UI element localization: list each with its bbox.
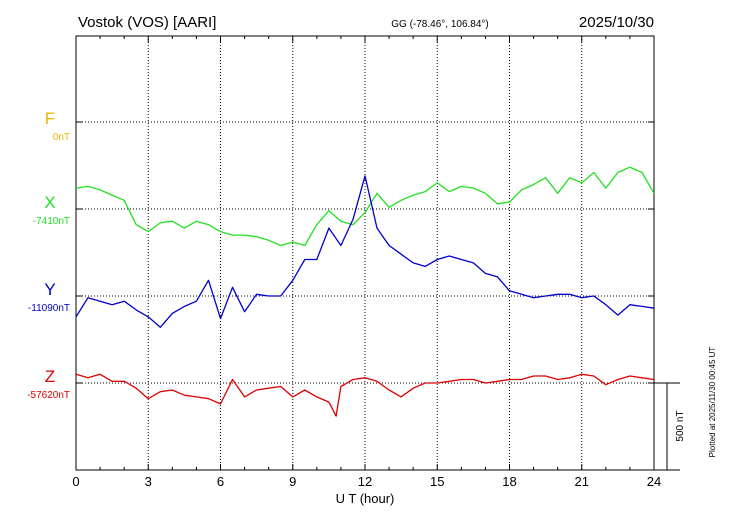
x-axis-label: U T (hour) [336, 491, 395, 506]
series-name-f: F [45, 109, 55, 128]
series-name-x: X [44, 193, 55, 212]
x-tick-label: 9 [289, 474, 296, 489]
series-name-y: Y [44, 280, 55, 299]
plotted-at-note: Plotted at 2025/11/30 00:45 UT [708, 347, 717, 458]
series-baseline-z: -57620nT [27, 390, 70, 401]
x-tick-label: 12 [358, 474, 372, 489]
series-line-x [75, 166, 655, 247]
x-tick-label: 15 [430, 474, 444, 489]
x-tick-label: 18 [502, 474, 516, 489]
station-title: Vostok (VOS) [AARI] [78, 14, 216, 31]
scale-bar-label: 500 nT [675, 410, 686, 441]
date-label: 2025/10/30 [579, 14, 654, 31]
x-tick-label: 21 [575, 474, 589, 489]
series-baseline-f: 0nT [53, 132, 70, 143]
series-name-z: Z [45, 367, 55, 386]
series-line-z [75, 373, 655, 417]
x-axis-ticks: 0 3 6 9 12 15 18 21 24 [72, 36, 661, 489]
scale-bar: 500 nT [654, 382, 686, 471]
series-baseline-x: -7410nT [33, 216, 70, 227]
series-baseline-y: -11090nT [28, 303, 70, 314]
series-line-y [75, 175, 655, 328]
series-labels: F 0nT X -7410nT Y -11090nT Z -57620nT [27, 109, 70, 401]
baseline-grid [76, 36, 654, 470]
coords-label: GG (-78.46°, 106.84°) [391, 19, 489, 30]
x-tick-label: 3 [145, 474, 152, 489]
x-tick-label: 24 [647, 474, 661, 489]
series-lines [75, 166, 655, 417]
x-tick-label: 6 [217, 474, 224, 489]
x-tick-label: 0 [72, 474, 79, 489]
